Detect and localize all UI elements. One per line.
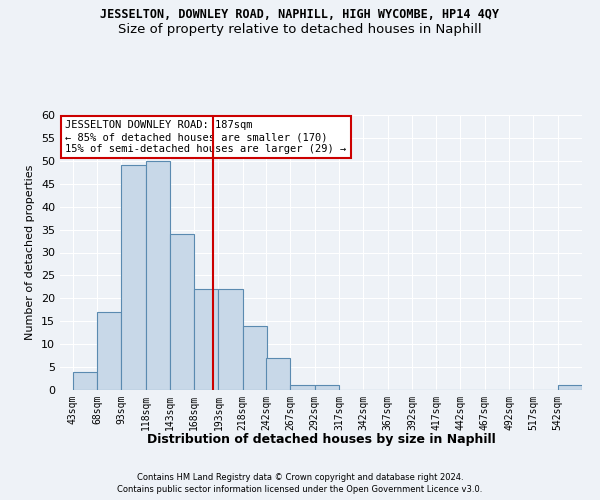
- Bar: [73, 372, 97, 390]
- Text: Contains public sector information licensed under the Open Government Licence v3: Contains public sector information licen…: [118, 485, 482, 494]
- Bar: [290, 386, 314, 390]
- Bar: [266, 358, 290, 390]
- Bar: [557, 386, 582, 390]
- Bar: [243, 326, 267, 390]
- Y-axis label: Number of detached properties: Number of detached properties: [25, 165, 35, 340]
- Text: Size of property relative to detached houses in Naphill: Size of property relative to detached ho…: [118, 22, 482, 36]
- Text: JESSELTON, DOWNLEY ROAD, NAPHILL, HIGH WYCOMBE, HP14 4QY: JESSELTON, DOWNLEY ROAD, NAPHILL, HIGH W…: [101, 8, 499, 20]
- Text: Contains HM Land Registry data © Crown copyright and database right 2024.: Contains HM Land Registry data © Crown c…: [137, 472, 463, 482]
- Bar: [314, 386, 339, 390]
- Bar: [194, 289, 218, 390]
- Bar: [97, 312, 121, 390]
- Bar: [218, 289, 243, 390]
- Bar: [146, 161, 170, 390]
- Bar: [170, 234, 194, 390]
- Text: Distribution of detached houses by size in Naphill: Distribution of detached houses by size …: [146, 432, 496, 446]
- Bar: [121, 166, 146, 390]
- Text: JESSELTON DOWNLEY ROAD: 187sqm
← 85% of detached houses are smaller (170)
15% of: JESSELTON DOWNLEY ROAD: 187sqm ← 85% of …: [65, 120, 346, 154]
